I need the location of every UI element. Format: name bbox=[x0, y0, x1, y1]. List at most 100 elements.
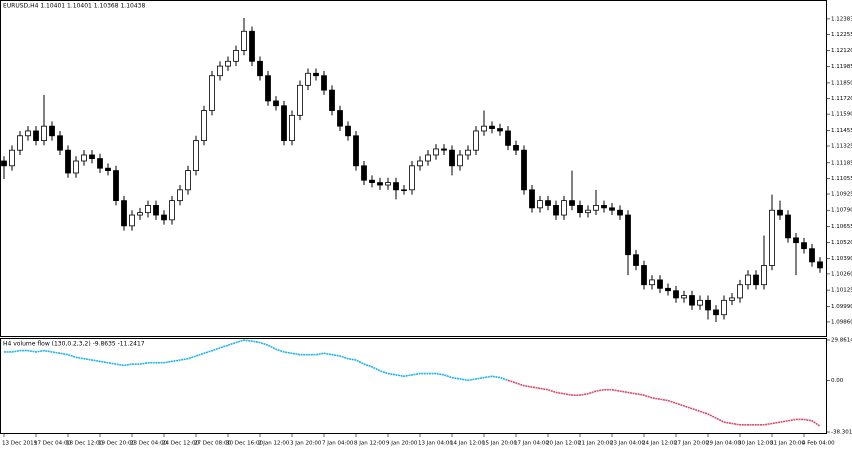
candle-body bbox=[409, 165, 415, 191]
y-tick-label: 1.10125 bbox=[831, 288, 852, 294]
candle-body bbox=[449, 149, 455, 167]
y-tick-label: 1.12255 bbox=[831, 32, 852, 38]
candle-body bbox=[121, 200, 127, 227]
candle-body bbox=[249, 30, 255, 62]
candle-body bbox=[745, 274, 751, 286]
y-tick-label: 1.11850 bbox=[831, 80, 852, 86]
candle-body bbox=[561, 200, 567, 216]
x-tick-label: 27 Dec 08:00 bbox=[194, 441, 231, 447]
candle-body bbox=[545, 200, 551, 206]
candle-body bbox=[161, 214, 167, 221]
candle-body bbox=[241, 30, 247, 51]
candle-body bbox=[177, 189, 183, 202]
candle-body bbox=[25, 130, 31, 137]
candle-body bbox=[577, 205, 583, 214]
y-tick-label: 29.8614 bbox=[831, 338, 852, 344]
candle-body bbox=[505, 130, 511, 146]
candle-body bbox=[793, 237, 799, 244]
candle-body bbox=[697, 299, 703, 306]
candle-body bbox=[185, 170, 191, 191]
candle-body bbox=[553, 205, 559, 216]
candle-body bbox=[65, 149, 71, 174]
candle-body bbox=[289, 114, 295, 141]
x-tick-label: 17 Dec 04:00 bbox=[34, 441, 71, 447]
x-tick-label: 2 Jan 12:00 bbox=[258, 441, 290, 447]
candle-body bbox=[761, 265, 767, 286]
candle-body bbox=[49, 125, 55, 137]
y-tick-label: 1.11455 bbox=[831, 128, 852, 134]
y-tick-label: 1.09860 bbox=[831, 319, 852, 325]
candle-body bbox=[281, 105, 287, 141]
candle-body bbox=[385, 182, 391, 186]
candle-body bbox=[369, 179, 375, 184]
x-tick-label: 7 Jan 04:00 bbox=[322, 441, 354, 447]
indicator-line bbox=[4, 339, 509, 382]
candle-body bbox=[209, 75, 215, 111]
x-tick-label: 14 Jan 12:00 bbox=[450, 441, 485, 447]
x-tick-label: 18 Dec 12:00 bbox=[66, 441, 103, 447]
candle-body bbox=[817, 261, 823, 269]
candle-body bbox=[233, 50, 239, 62]
candle-body bbox=[713, 309, 719, 316]
y-tick-label: 1.10520 bbox=[831, 240, 852, 246]
candle-body bbox=[569, 200, 575, 206]
candle-body bbox=[113, 170, 119, 202]
candle-body bbox=[729, 297, 735, 301]
y-tick-label: 1.11985 bbox=[831, 64, 852, 70]
x-tick-label: 8 Jan 12:00 bbox=[354, 441, 386, 447]
candle-body bbox=[417, 160, 423, 167]
candle-body bbox=[97, 158, 103, 169]
indicator-panel bbox=[0, 338, 827, 434]
candle-body bbox=[9, 149, 15, 167]
candle-body bbox=[129, 214, 135, 227]
y-tick-label: 1.11720 bbox=[831, 96, 852, 102]
candle-body bbox=[737, 284, 743, 299]
x-tick-label: 31 Jan 20:00 bbox=[770, 441, 805, 447]
x-tick-label: 13 Jan 04:00 bbox=[418, 441, 453, 447]
candle-body bbox=[305, 72, 311, 86]
candle-body bbox=[585, 209, 591, 214]
candle-body bbox=[513, 144, 519, 151]
y-tick-label: 1.10390 bbox=[831, 256, 852, 262]
y-tick-label: 1.10925 bbox=[831, 192, 852, 198]
candle-body bbox=[273, 100, 279, 107]
candle-body bbox=[809, 248, 815, 263]
x-tick-label: 24 Dec 12:00 bbox=[162, 441, 199, 447]
candle-body bbox=[473, 130, 479, 151]
candle-body bbox=[169, 200, 175, 221]
candle-body bbox=[673, 290, 679, 299]
candle-body bbox=[329, 89, 335, 111]
candle-body bbox=[33, 130, 39, 141]
candle-body bbox=[345, 125, 351, 137]
x-tick-label: 17 Jan 04:00 bbox=[514, 441, 549, 447]
candle-body bbox=[89, 154, 95, 159]
candle-body bbox=[537, 200, 543, 209]
candle-body bbox=[641, 265, 647, 286]
y-tick-label: 1.11325 bbox=[831, 143, 852, 149]
y-tick-label: 1.11185 bbox=[831, 160, 852, 166]
y-tick-label: 0.00 bbox=[831, 378, 844, 384]
candle-body bbox=[705, 299, 711, 311]
candle-body bbox=[457, 154, 463, 167]
indicator-line bbox=[507, 379, 821, 427]
y-tick-label: 1.11590 bbox=[831, 112, 852, 118]
x-tick-label: 20 Jan 12:00 bbox=[546, 441, 581, 447]
x-tick-label: 29 Jan 04:00 bbox=[706, 441, 741, 447]
y-tick-label: 1.11055 bbox=[831, 176, 852, 182]
candle-body bbox=[393, 182, 399, 191]
candle-body bbox=[145, 205, 151, 214]
candle-body bbox=[617, 209, 623, 216]
candle-body bbox=[225, 60, 231, 67]
x-tick-label: 3 Jan 20:00 bbox=[290, 441, 322, 447]
candle-body bbox=[593, 205, 599, 211]
x-tick-label: 15 Jan 20:00 bbox=[482, 441, 517, 447]
x-tick-label: 27 Jan 20:00 bbox=[674, 441, 709, 447]
main-panel bbox=[0, 0, 827, 337]
x-tick-label: 30 Jan 12:00 bbox=[738, 441, 773, 447]
candle-body bbox=[785, 214, 791, 239]
y-tick-label: 1.10655 bbox=[831, 224, 852, 230]
candle-body bbox=[425, 154, 431, 162]
candle-body bbox=[657, 279, 663, 289]
candle-body bbox=[361, 165, 367, 181]
x-tick-label: 23 Dec 04:00 bbox=[130, 441, 167, 447]
